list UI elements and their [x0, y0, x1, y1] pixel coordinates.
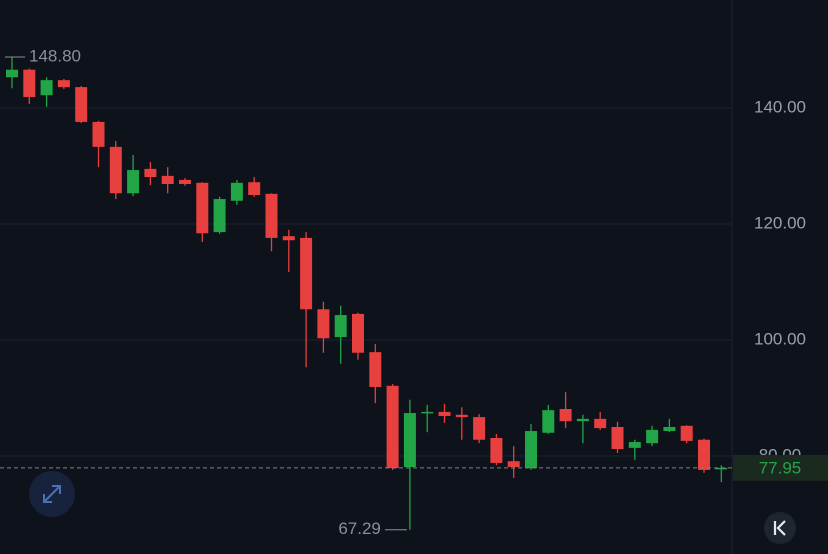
candle-body	[386, 385, 399, 469]
last-price-box	[733, 454, 828, 481]
candle-body	[75, 87, 88, 122]
candle-body	[594, 418, 607, 429]
candle-body	[179, 179, 191, 184]
candle-body	[196, 182, 209, 234]
candle-body	[507, 461, 520, 468]
y-tick-label: 100.00	[754, 329, 806, 348]
candle-body	[300, 237, 313, 310]
candle-body	[144, 168, 157, 178]
candle-body	[282, 236, 295, 241]
candle-body	[40, 80, 53, 96]
expand-button[interactable]	[29, 471, 75, 517]
candle-body	[525, 431, 537, 469]
candle-body	[559, 409, 572, 422]
candle-body	[127, 170, 140, 194]
candles	[6, 56, 728, 530]
candle-body	[698, 439, 710, 470]
candle-body	[403, 413, 416, 468]
candle-body	[92, 121, 105, 147]
candle-body	[576, 418, 589, 422]
overlay: 148.80 67.29 77.95	[0, 46, 828, 538]
candle-body	[317, 309, 330, 339]
candle-body	[628, 442, 641, 448]
candle-body	[438, 411, 451, 416]
candle-body	[611, 426, 624, 450]
candle-body	[369, 352, 382, 387]
last-price-label: 77.95	[759, 458, 802, 477]
candle-body	[421, 411, 434, 414]
candle-body	[213, 199, 226, 233]
candle-body	[230, 182, 243, 201]
candle-body	[23, 69, 36, 97]
candle-body	[161, 175, 174, 184]
y-tick-label: 120.00	[754, 213, 806, 232]
candle-body	[352, 313, 364, 353]
candle-body	[109, 146, 122, 194]
candle-body	[6, 69, 18, 78]
candle-body	[646, 429, 659, 444]
y-tick-label: 140.00	[754, 97, 806, 116]
candle-body	[265, 193, 278, 238]
scroll-to-latest-button[interactable]	[764, 512, 796, 544]
candle-body	[248, 182, 261, 195]
candle-body	[334, 315, 347, 338]
candle-body	[715, 467, 728, 470]
low-label: 67.29	[338, 519, 381, 538]
candle-body	[542, 410, 555, 433]
candle-body	[455, 414, 468, 418]
candle-body	[663, 426, 676, 432]
candle-body	[680, 425, 693, 441]
candle-body	[57, 80, 70, 88]
candle-body	[473, 417, 486, 440]
candle-body	[490, 438, 503, 463]
high-label: 148.80	[29, 46, 81, 65]
